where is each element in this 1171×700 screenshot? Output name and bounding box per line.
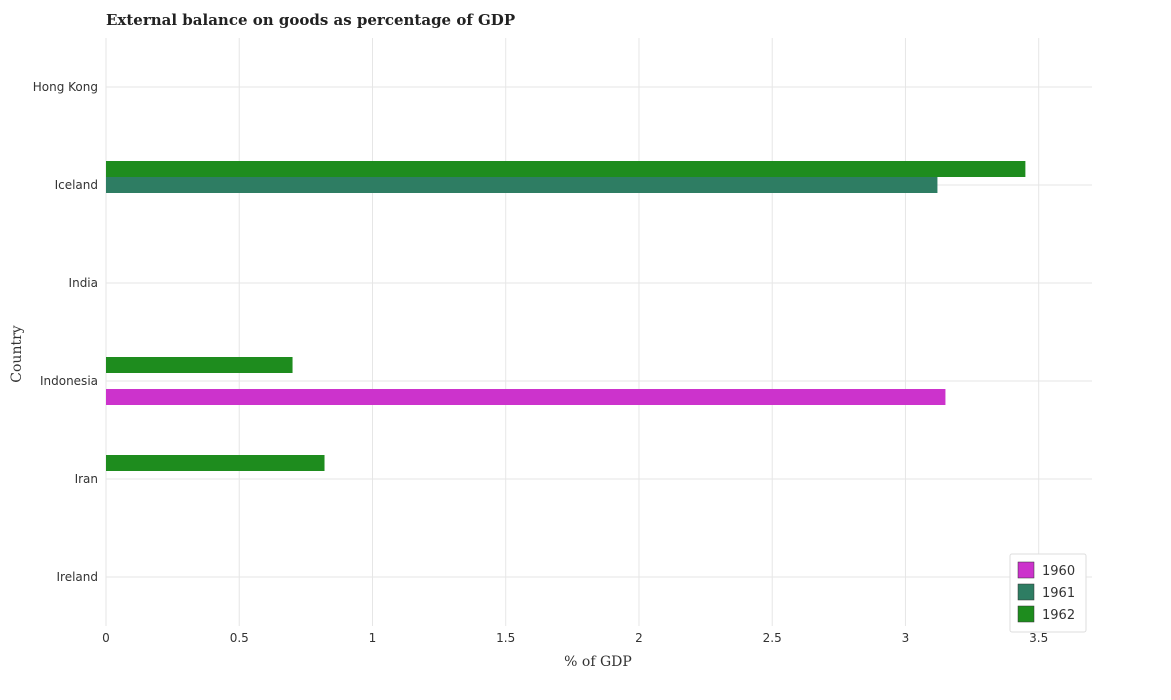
x-axis-label: % of GDP [564, 654, 632, 670]
legend-swatch-1962 [1017, 605, 1035, 623]
chart-title: External balance on goods as percentage … [106, 11, 515, 29]
legend: 1960 1961 1962 [1009, 553, 1087, 633]
bar-1960-indonesia [106, 389, 946, 405]
x-tick-label: 1.5 [496, 631, 515, 645]
legend-label-1962: 1962 [1042, 608, 1075, 623]
y-tick-label: India [69, 276, 98, 290]
legend-label-1961: 1961 [1042, 586, 1075, 601]
legend-swatch-1960 [1017, 561, 1035, 579]
legend-swatch-1961 [1017, 583, 1035, 601]
x-tick-label: 2.5 [763, 631, 782, 645]
x-tick-label: 3 [902, 631, 910, 645]
bar-1962-iran [106, 455, 325, 471]
bar-1962-iceland [106, 161, 1026, 177]
grid [105, 38, 1092, 626]
x-tick-label: 0.5 [230, 631, 249, 645]
bar-1962-indonesia [106, 357, 293, 373]
legend-label-1960: 1960 [1042, 564, 1075, 579]
y-tick-label: Iceland [55, 178, 98, 192]
y-axis-label: Country [9, 325, 25, 382]
x-tick-label: 3.5 [1029, 631, 1048, 645]
y-tick-label: Ireland [56, 570, 98, 584]
y-tick-label: Iran [75, 472, 98, 486]
x-tick-label: 2 [635, 631, 643, 645]
x-tick-label: 0 [102, 631, 110, 645]
bars [106, 161, 1026, 471]
y-ticks: Hong Kong Iceland India Indonesia Iran Irelan… [33, 80, 98, 584]
y-tick-label: Hong Kong [33, 80, 98, 94]
y-tick-label: Indonesia [40, 374, 98, 388]
x-tick-label: 1 [369, 631, 377, 645]
bar-1961-iceland [106, 177, 938, 193]
x-ticks: 0 0.5 1 1.5 2 2.5 3 3.5 [102, 631, 1048, 645]
